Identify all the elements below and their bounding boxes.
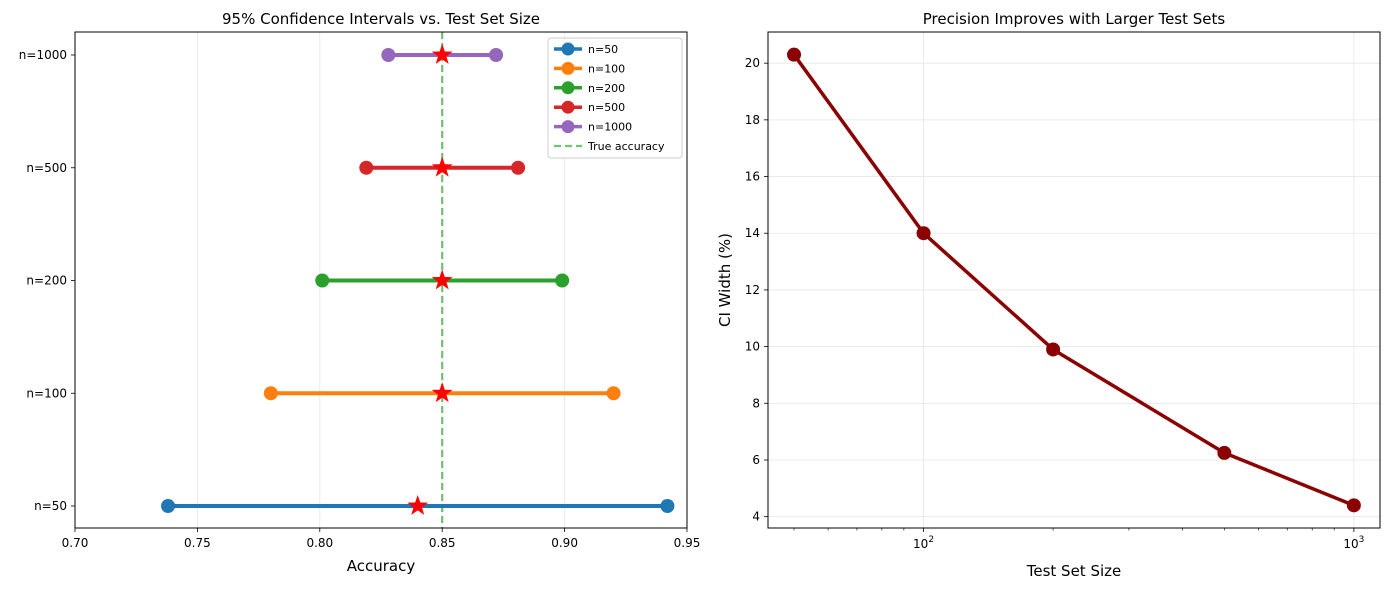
ci-upper-marker [511,160,526,175]
legend-label: n=50 [588,43,618,56]
width-x-tick-base: 10 [913,537,928,551]
ci-chart-title: 95% Confidence Intervals vs. Test Set Si… [222,10,540,28]
ci-y-tick-label: n=50 [34,499,67,513]
width-x-tick-label: 102 [913,535,934,551]
ci-chart-frame [74,31,688,529]
width-y-tick-label: 20 [745,56,760,70]
width-chart-frame [767,31,1381,529]
ci-x-tick-label: 0.95 [674,536,701,550]
legend-swatch-marker [561,42,575,56]
ci-lower-marker [315,273,330,288]
width-y-tick-label: 12 [745,283,760,297]
width-chart-y-ticks: 4 6 8 10 12 14 16 18 20 [745,56,768,524]
ci-width-point [1217,445,1232,460]
width-y-tick-label: 4 [752,510,760,524]
point-estimate-star [407,495,429,515]
ci-width-point [1046,342,1061,357]
width-x-tick-exponent: 2 [928,535,934,545]
legend-label: n=200 [588,82,625,95]
width-chart-series [787,47,1361,513]
point-estimate-star [431,44,453,64]
width-y-tick-label: 6 [752,453,760,467]
ci-lower-marker [359,160,374,175]
ci-lower-marker [263,386,278,401]
ci-y-tick-label: n=200 [26,274,67,288]
point-estimate-star [431,382,453,403]
ci-width-point [916,226,931,241]
width-y-tick-label: 16 [745,170,760,184]
ci-chart-legend: n=50 n=100 n=200 n=500 n=1000 True accuracy [547,37,683,159]
width-x-tick-label: 103 [1343,535,1364,551]
ci-x-tick-label: 0.70 [62,536,89,550]
width-chart-grid [768,32,1380,528]
width-chart-xlabel: Test Set Size [1026,562,1122,580]
point-estimate-star [431,156,453,177]
ci-series-group [161,44,675,515]
width-chart-title: Precision Improves with Larger Test Sets [923,10,1226,28]
ci-width-point [787,47,802,62]
width-chart-ylabel: CI Width (%) [716,233,734,327]
point-estimate-star [431,269,453,290]
ci-chart-x-ticks: 0.70 0.75 0.80 0.85 0.90 0.95 [62,528,701,550]
ci-x-tick-label: 0.75 [184,536,211,550]
width-chart-x-ticks: 102 103 [793,528,1364,551]
ci-x-tick-label: 0.90 [551,536,578,550]
ci-lower-marker [381,48,396,62]
width-y-tick-label: 18 [745,113,760,127]
legend-label: n=500 [588,101,625,114]
width-y-tick-label: 10 [745,340,760,354]
ci-width-point [1346,498,1361,513]
legend-label: n=1000 [588,121,632,134]
ci-chart-xlabel: Accuracy [347,557,416,575]
legend-swatch-marker [561,120,575,134]
ci-upper-marker [555,273,570,288]
width-y-tick-label: 8 [752,396,760,410]
legend-swatch-marker [561,100,575,114]
ci-upper-marker [606,386,621,401]
legend-label-true-accuracy: True accuracy [587,140,665,153]
ci-x-tick-label: 0.85 [429,536,456,550]
ci-chart: 95% Confidence Intervals vs. Test Set Si… [19,10,701,575]
ci-chart-y-ticks: n=50 n=100 n=200 n=500 n=1000 [19,48,75,513]
legend-swatch-marker [561,81,575,95]
width-x-tick-base: 10 [1343,537,1358,551]
width-chart: Precision Improves with Larger Test Sets… [716,10,1381,580]
legend-label: n=100 [588,62,625,75]
legend-swatch-marker [561,61,575,75]
width-y-tick-label: 14 [745,226,760,240]
ci-upper-marker [660,499,675,513]
ci-upper-marker [489,48,504,62]
ci-y-tick-label: n=500 [26,161,67,175]
width-x-tick-exponent: 3 [1359,535,1365,545]
ci-y-tick-label: n=1000 [19,48,67,62]
ci-x-tick-label: 0.80 [306,536,333,550]
ci-lower-marker [161,499,176,513]
ci-y-tick-label: n=100 [26,386,67,400]
